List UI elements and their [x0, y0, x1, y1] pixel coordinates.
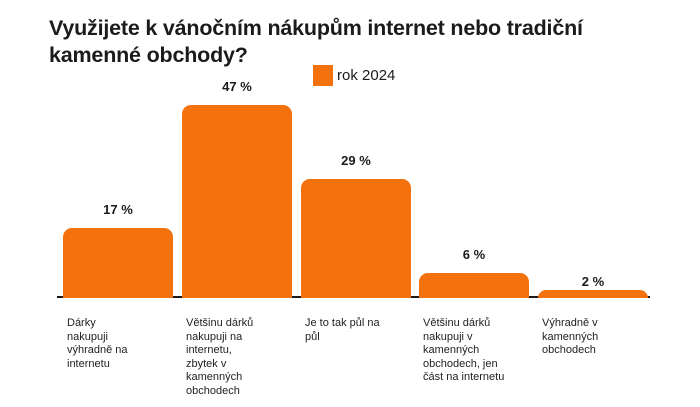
- bar-value-label: 17 %: [103, 202, 133, 217]
- category-label: Výhradně v kamenných obchodech: [542, 317, 599, 356]
- bar-value-label: 2 %: [581, 274, 605, 289]
- bar-value-label: 6 %: [462, 247, 486, 262]
- bar: [182, 105, 292, 298]
- category-label: Většinu dárků nakupuji v kamenných obcho…: [423, 317, 505, 383]
- legend-color-swatch: [313, 64, 333, 86]
- bar-value-label: 47 %: [222, 79, 252, 94]
- bar: [301, 179, 411, 298]
- bar: [419, 273, 529, 298]
- bar-value-label: 29 %: [341, 153, 371, 168]
- legend-label: rok 2024: [337, 66, 396, 84]
- category-label: Dárky nakupuji výhradně na internetu: [67, 317, 128, 370]
- legend: rok 2024: [313, 64, 395, 86]
- chart-title: Využijete k vánočním nákupům internet ne…: [49, 16, 583, 67]
- category-label: Většinu dárků nakupuji na internetu, zby…: [186, 317, 254, 397]
- bar: [63, 228, 173, 298]
- bar: [538, 290, 648, 298]
- category-label: Je to tak půl na půl: [305, 317, 380, 343]
